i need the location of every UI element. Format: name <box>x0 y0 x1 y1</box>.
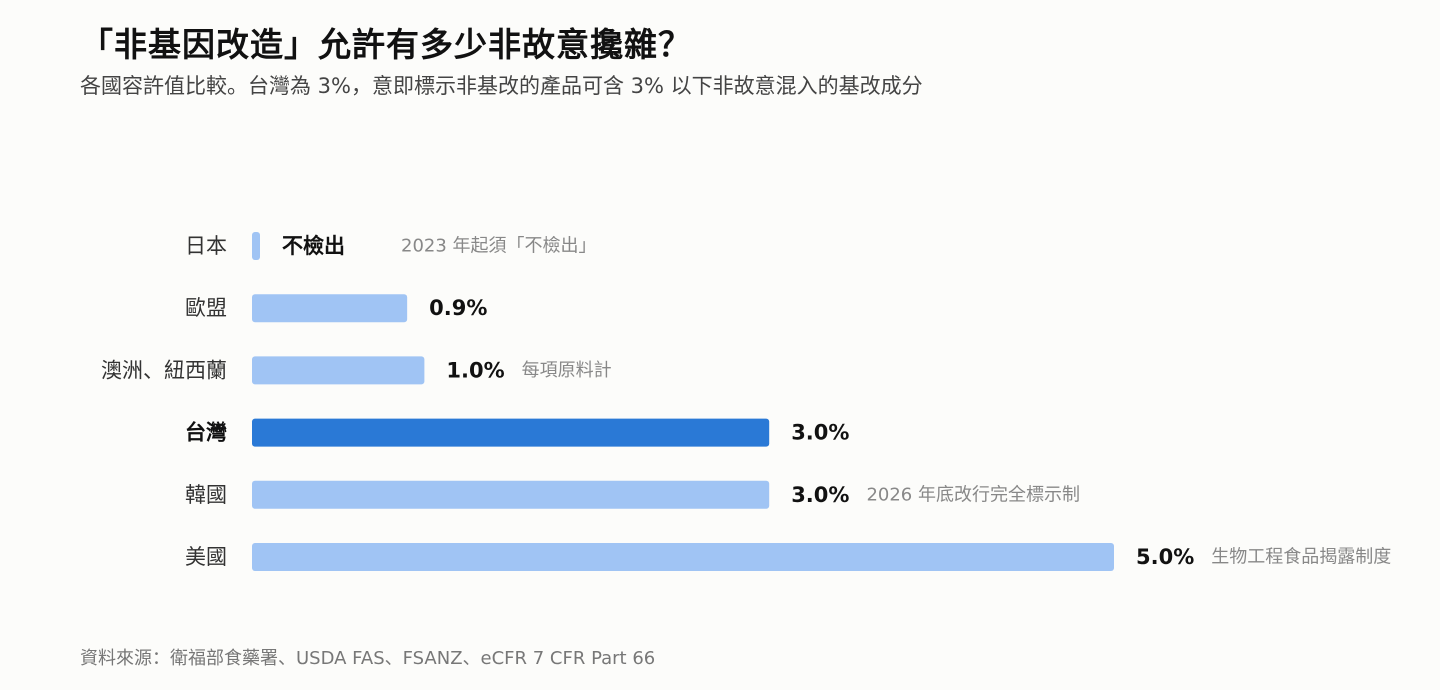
annotation-label: 每項原料計 <box>522 360 612 381</box>
chart-subtitle: 各國容許值比較。台灣為 3%，意即標示非基改的產品可含 3% 以下非故意混入的基… <box>80 74 923 98</box>
category-label: 台灣 <box>185 421 227 445</box>
bar-chart: 日本 不檢出 2023 年起須「不檢出」歐盟 0.9% 澳洲、紐西蘭 1.0% 每項原料計台… <box>101 232 1391 571</box>
value-label: 3.0% <box>791 483 849 507</box>
bar <box>252 356 425 385</box>
bar <box>252 418 770 447</box>
source-note: 資料來源：衛福部食藥署、USDA FAS、FSANZ、eCFR 7 CFR Pa… <box>80 648 656 669</box>
chart-title: 「非基因改造」允許有多少非故意攙雜？ <box>80 25 692 64</box>
bar <box>252 543 1114 571</box>
value-label: 0.9% <box>429 296 487 320</box>
category-label: 美國 <box>185 545 227 569</box>
value-label: 5.0% <box>1136 545 1194 569</box>
value-label: 3.0% <box>791 421 849 445</box>
bar <box>252 294 408 323</box>
category-label: 日本 <box>185 234 227 258</box>
bar <box>252 232 260 260</box>
annotation-label: 生物工程食品揭露制度 <box>1211 547 1391 568</box>
category-label: 澳洲、紐西蘭 <box>101 358 227 382</box>
annotation-label: 2026 年底改行完全標示制 <box>866 484 1080 505</box>
category-label: 歐盟 <box>185 296 227 320</box>
value-label: 1.0% <box>446 358 504 382</box>
annotation-label: 2023 年起須「不檢出」 <box>401 236 597 257</box>
category-label: 韓國 <box>185 483 227 507</box>
bar <box>252 480 770 509</box>
value-label: 不檢出 <box>282 234 345 258</box>
